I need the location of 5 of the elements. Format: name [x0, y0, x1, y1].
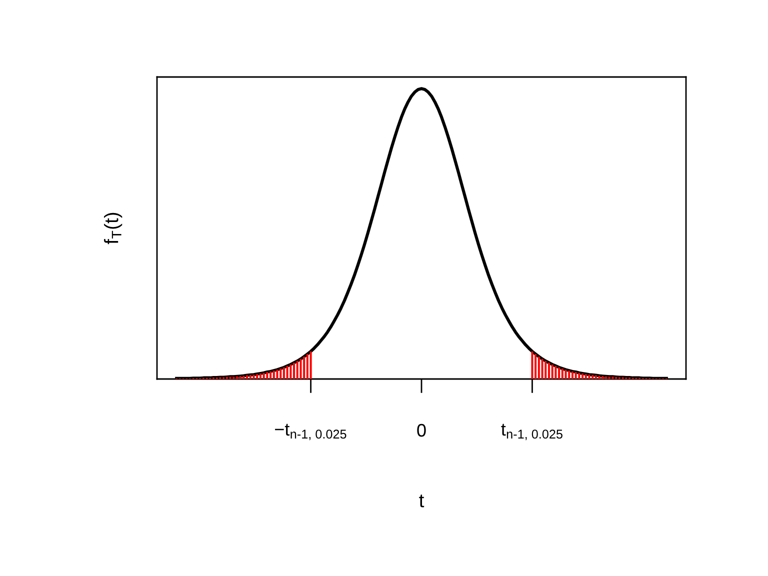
x-tick-label: 0 [417, 424, 426, 437]
x-tick-label: t$_{n-1, 0.025}$ [501, 424, 562, 440]
x-tick-label: −t$_{n-1, 0.025}$ [275, 424, 346, 440]
x-axis-title: t [419, 494, 424, 508]
y-axis-title: f$_{T}$(t) [104, 212, 122, 244]
